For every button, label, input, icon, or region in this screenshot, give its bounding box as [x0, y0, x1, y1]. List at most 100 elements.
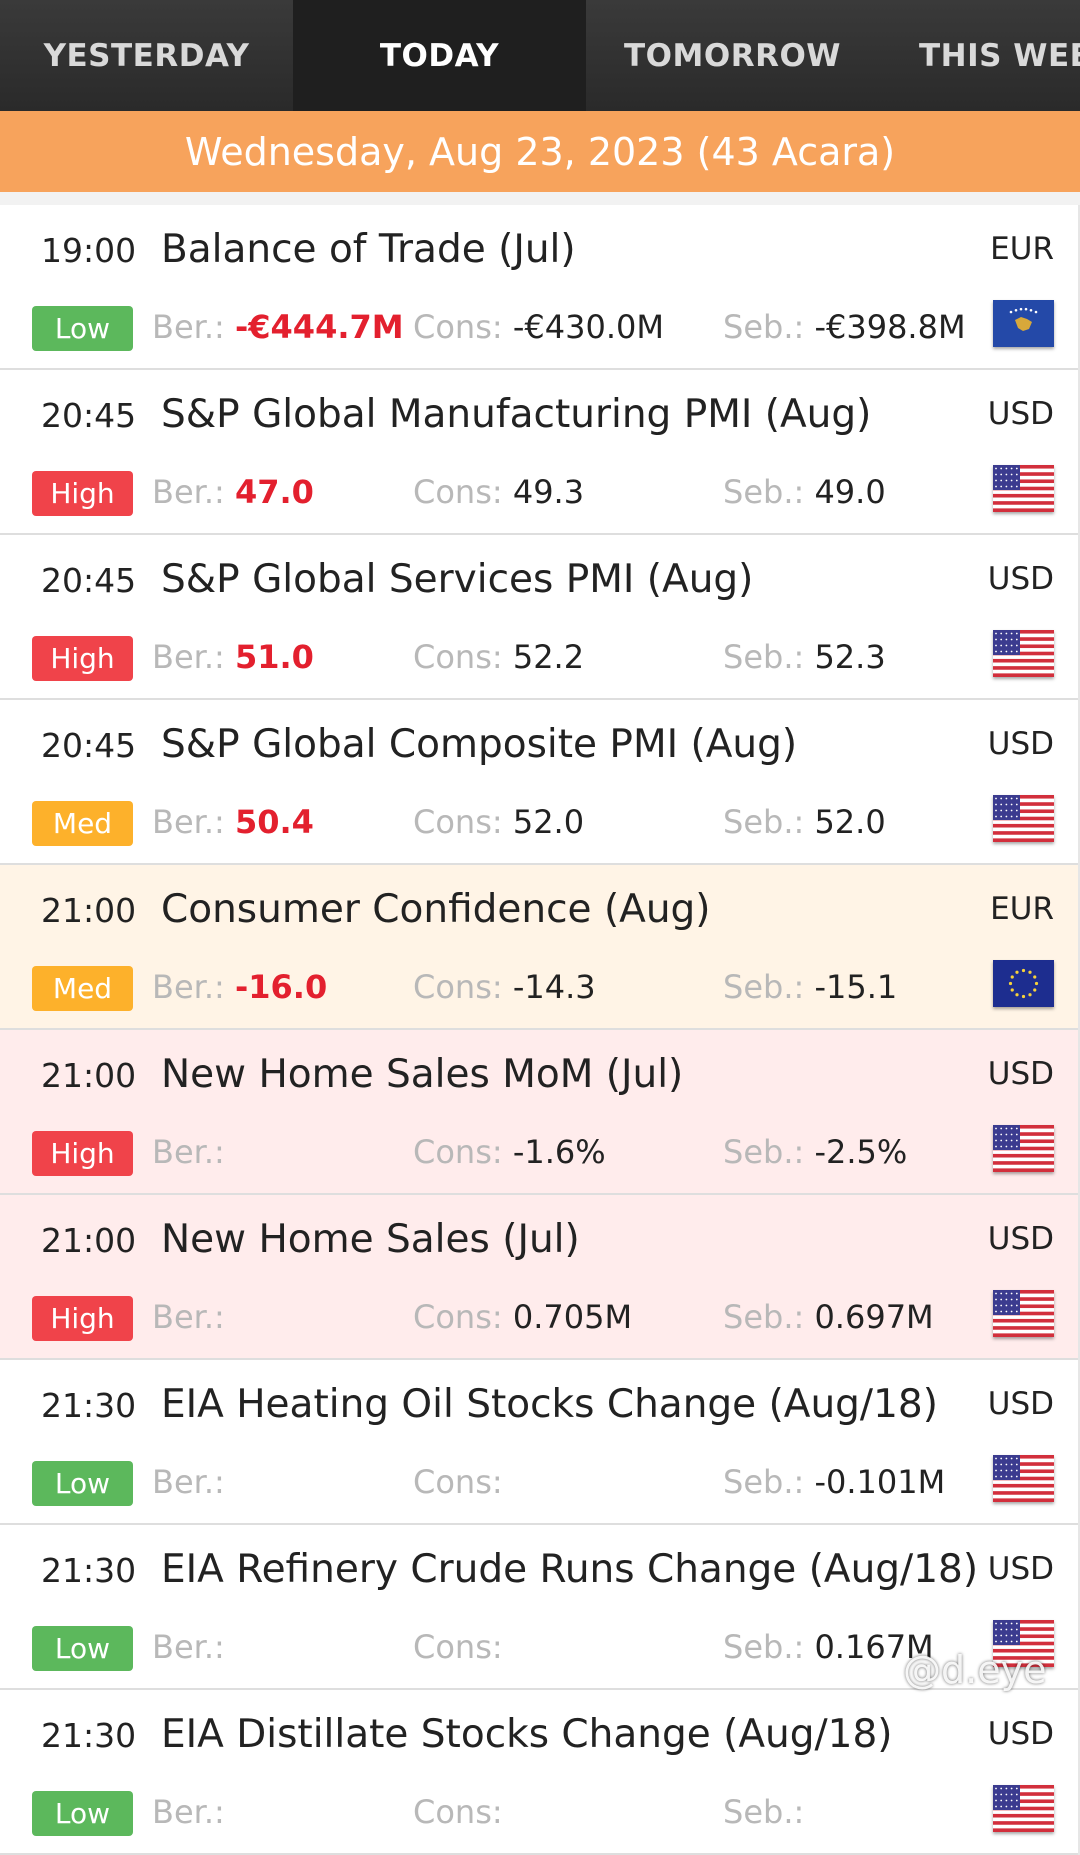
event-time: 19:00 — [41, 231, 137, 270]
event-row[interactable]: 20:45 S&P Global Services PMI (Aug) USD Hig… — [0, 535, 1078, 700]
impact-badge: Low — [32, 1791, 133, 1836]
previous-field: Seb.: 52.0 — [723, 803, 886, 841]
watermark: @d.eye — [903, 1648, 1047, 1692]
actual-field: Ber.: — [152, 1298, 225, 1336]
actual-field: Ber.: -16.0 — [152, 968, 327, 1006]
actual-value: 50.4 — [234, 803, 314, 841]
consensus-label: Cons: — [413, 1628, 503, 1666]
consensus-label: Cons: — [413, 1793, 503, 1831]
actual-label: Ber.: — [152, 1133, 225, 1171]
event-row[interactable]: 20:45 S&P Global Manufacturing PMI (Aug) U… — [0, 370, 1078, 535]
event-row[interactable]: 20:45 S&P Global Composite PMI (Aug) USD Me… — [0, 700, 1078, 865]
event-row[interactable]: 19:00 Balance of Trade (Jul) EUR Low Ber.: -… — [0, 205, 1078, 370]
previous-value: -15.1 — [814, 968, 898, 1006]
consensus-value: 52.0 — [512, 803, 585, 841]
consensus-label: Cons: — [413, 803, 503, 841]
event-currency: USD — [987, 1716, 1054, 1752]
consensus-field: Cons: — [413, 1463, 503, 1501]
impact-badge: High — [32, 1296, 133, 1341]
event-currency: USD — [987, 1221, 1054, 1257]
event-title: EIA Distillate Stocks Change (Aug/18) — [161, 1712, 893, 1757]
event-title: EIA Heating Oil Stocks Change (Aug/18) — [161, 1382, 938, 1427]
consensus-value: 0.705M — [512, 1298, 633, 1336]
previous-label: Seb.: — [723, 473, 805, 511]
tab-this-week[interactable]: THIS WEE — [919, 37, 1080, 74]
consensus-field: Cons: -14.3 — [413, 968, 596, 1006]
event-currency: USD — [987, 396, 1054, 432]
event-row[interactable]: 21:30 EIA Refinery Crude Runs Change (Aug… — [0, 1525, 1078, 1690]
event-currency: EUR — [990, 231, 1054, 267]
previous-field: Seb.: -€398.8M — [723, 308, 966, 346]
impact-badge: Med — [32, 801, 133, 846]
event-time: 21:30 — [41, 1551, 137, 1590]
consensus-field: Cons: — [413, 1793, 503, 1831]
event-title: S&P Global Manufacturing PMI (Aug) — [161, 392, 872, 437]
previous-value: 52.0 — [814, 803, 886, 841]
event-row[interactable]: 21:30 EIA Heating Oil Stocks Change (Aug/… — [0, 1360, 1078, 1525]
period-tabs: YESTERDAY TODAY TOMORROW THIS WEE — [0, 0, 1080, 111]
previous-field: Seb.: 0.167M — [723, 1628, 934, 1666]
consensus-label: Cons: — [413, 1463, 503, 1501]
actual-field: Ber.: — [152, 1793, 225, 1831]
event-row[interactable]: 21:00 Consumer Confidence (Aug) EUR Med Ber.… — [0, 865, 1078, 1030]
event-time: 21:00 — [41, 1221, 137, 1260]
actual-label: Ber.: — [152, 638, 225, 676]
previous-label: Seb.: — [723, 1793, 805, 1831]
us-flag-icon — [993, 1455, 1054, 1502]
previous-label: Seb.: — [723, 803, 805, 841]
event-title: New Home Sales (Jul) — [161, 1217, 580, 1262]
event-title: Consumer Confidence (Aug) — [161, 887, 711, 932]
event-time: 20:45 — [41, 561, 137, 600]
actual-label: Ber.: — [152, 308, 225, 346]
list-spacer — [0, 192, 1080, 205]
tab-tomorrow[interactable]: TOMORROW — [624, 37, 841, 74]
date-banner: Wednesday, Aug 23, 2023 (43 Acara) — [0, 111, 1080, 192]
actual-field: Ber.: — [152, 1463, 225, 1501]
tab-yesterday[interactable]: YESTERDAY — [43, 37, 250, 74]
previous-field: Seb.: -15.1 — [723, 968, 897, 1006]
us-flag-icon — [993, 795, 1054, 842]
actual-field: Ber.: -€444.7M — [152, 308, 404, 346]
previous-field: Seb.: 49.0 — [723, 473, 886, 511]
us-flag-icon — [993, 465, 1054, 512]
event-currency: EUR — [990, 891, 1054, 927]
actual-value: 51.0 — [234, 638, 314, 676]
actual-field: Ber.: — [152, 1133, 225, 1171]
previous-label: Seb.: — [723, 1463, 805, 1501]
actual-field: Ber.: 51.0 — [152, 638, 314, 676]
actual-value: 47.0 — [234, 473, 314, 511]
event-currency: USD — [987, 1386, 1054, 1422]
previous-label: Seb.: — [723, 1133, 805, 1171]
event-title: New Home Sales MoM (Jul) — [161, 1052, 684, 1097]
actual-value: -16.0 — [234, 968, 328, 1006]
event-currency: USD — [987, 726, 1054, 762]
previous-value: 52.3 — [814, 638, 886, 676]
previous-field: Seb.: -2.5% — [723, 1133, 907, 1171]
event-row[interactable]: 21:00 New Home Sales (Jul) USD High Ber.: Co… — [0, 1195, 1078, 1360]
consensus-value: -€430.0M — [512, 308, 664, 346]
event-title: S&P Global Services PMI (Aug) — [161, 557, 754, 602]
impact-badge: Low — [32, 306, 133, 351]
previous-label: Seb.: — [723, 968, 805, 1006]
consensus-label: Cons: — [413, 1298, 503, 1336]
actual-label: Ber.: — [152, 473, 225, 511]
event-title: S&P Global Composite PMI (Aug) — [161, 722, 798, 767]
consensus-value: -14.3 — [512, 968, 596, 1006]
event-row[interactable]: 21:00 New Home Sales MoM (Jul) USD High Ber.… — [0, 1030, 1078, 1195]
previous-label: Seb.: — [723, 1298, 805, 1336]
consensus-value: -1.6% — [512, 1133, 606, 1171]
tab-today[interactable]: TODAY — [293, 0, 586, 111]
previous-value: -€398.8M — [814, 308, 966, 346]
event-row[interactable]: 21:30 EIA Distillate Stocks Change (Aug/1… — [0, 1690, 1078, 1855]
previous-label: Seb.: — [723, 638, 805, 676]
previous-value: -2.5% — [814, 1133, 908, 1171]
consensus-label: Cons: — [413, 968, 503, 1006]
impact-badge: High — [32, 471, 133, 516]
event-time: 21:30 — [41, 1716, 137, 1755]
consensus-field: Cons: — [413, 1628, 503, 1666]
previous-value: -0.101M — [814, 1463, 946, 1501]
impact-badge: High — [32, 1131, 133, 1176]
consensus-field: Cons: -€430.0M — [413, 308, 664, 346]
us-flag-icon — [993, 1620, 1054, 1667]
us-flag-icon — [993, 630, 1054, 677]
